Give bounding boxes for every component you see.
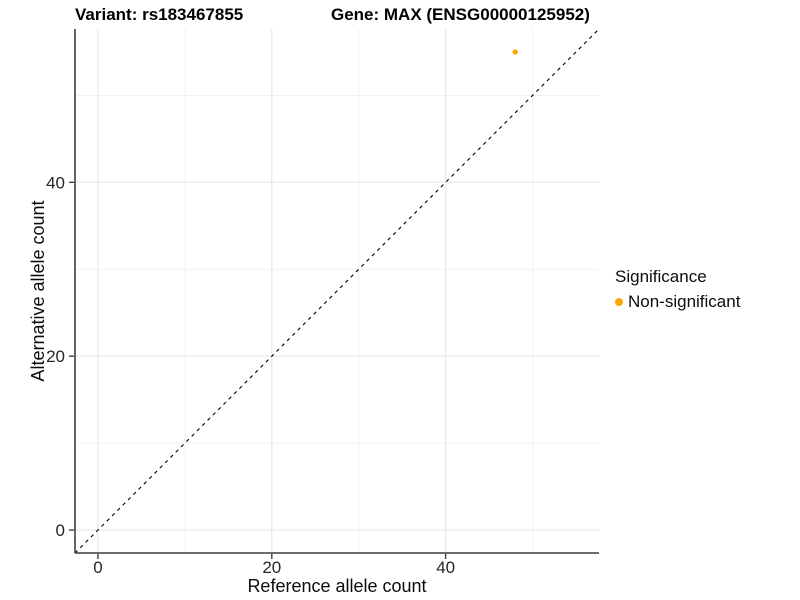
legend-item-non-significant: Non-significant (615, 292, 740, 312)
x-tick-label: 0 (93, 558, 102, 577)
x-tick-label: 20 (262, 558, 281, 577)
legend: Significance Non-significant (615, 267, 740, 312)
y-tick-label: 20 (46, 347, 65, 366)
x-tick-label: 40 (436, 558, 455, 577)
y-axis-title: Alternative allele count (28, 200, 48, 382)
legend-title: Significance (615, 267, 707, 286)
x-axis-title: Reference allele count (247, 576, 427, 596)
data-point (512, 49, 518, 55)
plot-title-variant: Variant: rs183467855 (75, 5, 244, 24)
plot-title-gene: Gene: MAX (ENSG00000125952) (331, 5, 590, 24)
legend-point-icon (615, 298, 623, 306)
y-tick-label: 40 (46, 173, 65, 192)
y-tick-label: 0 (56, 521, 65, 540)
legend-item-label: Non-significant (628, 292, 741, 311)
identity-dashed-line (74, 28, 600, 554)
